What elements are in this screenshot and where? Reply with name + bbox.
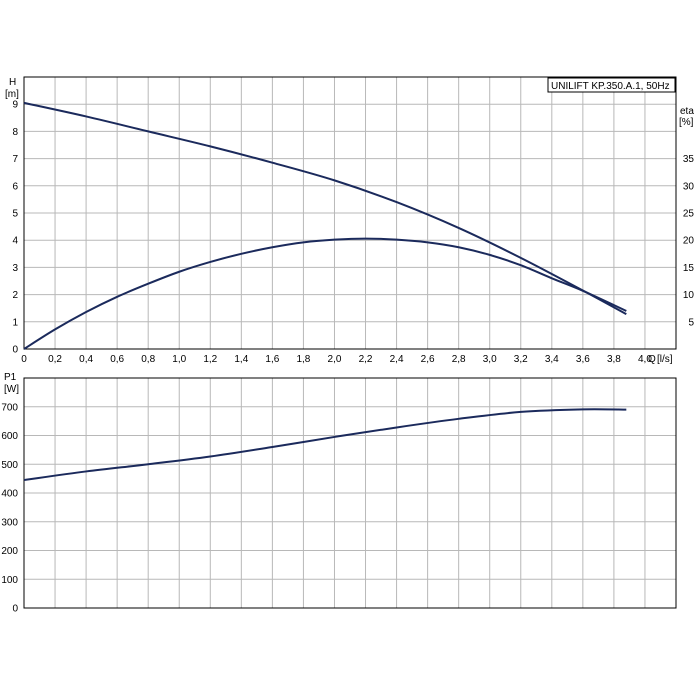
x-tick-label: 0,2 — [48, 354, 62, 365]
eta-tick-label: 30 — [683, 181, 695, 192]
top-grid — [24, 77, 676, 349]
x-tick-label: 0,8 — [141, 354, 155, 365]
p1-tick-label: 600 — [1, 431, 18, 442]
eta-tick-label: 35 — [683, 154, 695, 165]
chart-title: UNILIFT KP.350.A.1, 50Hz — [551, 81, 670, 92]
x-tick-label: 2,8 — [452, 354, 466, 365]
top-right-tick-labels: 5 10 15 20 25 30 35 — [683, 154, 695, 328]
power-curve — [23, 408, 627, 482]
h-tick-label: 5 — [12, 209, 18, 220]
x-tick-label: 3,6 — [576, 354, 590, 365]
h-tick-label: 6 — [12, 181, 18, 192]
h-tick-label: 7 — [12, 154, 18, 165]
q-axis-name: Q — [648, 354, 656, 365]
h-tick-label: 9 — [12, 100, 18, 111]
p1-axis-unit: [W] — [4, 384, 19, 395]
x-tick-label: 3,8 — [607, 354, 621, 365]
p1-tick-label: 500 — [1, 460, 18, 471]
eta-tick-label: 10 — [683, 290, 695, 301]
top-plot-frame — [23, 76, 677, 350]
h-tick-label: 4 — [12, 236, 18, 247]
h-tick-label: 1 — [12, 317, 18, 328]
eta-tick-label: 15 — [683, 263, 695, 274]
x-tick-label: 0 — [21, 354, 27, 365]
h-axis-unit: [m] — [5, 89, 19, 100]
eta-tick-label: 5 — [688, 317, 694, 328]
legend-box — [547, 77, 676, 93]
bottom-plot-frame — [23, 377, 677, 609]
x-tick-label: 3,4 — [545, 354, 559, 365]
bottom-y-tick-labels: 0 100 200 300 400 500 600 700 — [1, 402, 18, 614]
efficiency-curve — [23, 237, 627, 350]
x-tick-label: 2,6 — [421, 354, 435, 365]
p1-tick-label: 0 — [12, 604, 18, 615]
head-curve — [23, 101, 627, 316]
q-axis-unit: [l/s] — [657, 354, 673, 365]
p1-tick-label: 700 — [1, 402, 18, 413]
p1-axis-name: P1 — [4, 372, 17, 383]
h-tick-label: 3 — [12, 263, 18, 274]
x-tick-label: 0,4 — [79, 354, 93, 365]
p1-tick-label: 100 — [1, 575, 18, 586]
top-x-tick-labels: 0 0,2 0,4 0,6 0,8 1,0 1,2 1,4 1,6 1,8 2,0 2,2 2,4 2,6… — [21, 354, 652, 365]
x-tick-label: 1,2 — [203, 354, 217, 365]
p1-tick-label: 200 — [1, 546, 18, 557]
x-tick-label: 3,2 — [514, 354, 528, 365]
x-tick-label: 3,0 — [483, 354, 497, 365]
x-tick-label: 2,4 — [390, 354, 404, 365]
bottom-grid — [24, 378, 676, 608]
x-tick-label: 1,8 — [296, 354, 310, 365]
p1-tick-label: 300 — [1, 517, 18, 528]
top-curves — [23, 101, 627, 350]
x-tick-label: 0,6 — [110, 354, 124, 365]
x-tick-label: 1,0 — [172, 354, 186, 365]
eta-axis-unit: [%] — [679, 117, 694, 128]
h-tick-label: 2 — [12, 290, 18, 301]
p1-tick-label: 400 — [1, 489, 18, 500]
x-tick-label: 4,0 — [638, 354, 652, 365]
eta-tick-label: 20 — [683, 236, 695, 247]
x-tick-label: 1,6 — [265, 354, 279, 365]
eta-axis-name: eta — [680, 106, 694, 117]
x-tick-label: 1,4 — [234, 354, 248, 365]
h-tick-label: 8 — [12, 127, 18, 138]
bottom-curves — [23, 408, 627, 482]
h-axis-name: H — [9, 77, 16, 88]
top-left-tick-labels: 0 1 2 3 4 5 6 7 8 9 — [12, 100, 18, 356]
eta-tick-label: 25 — [683, 209, 695, 220]
h-tick-label: 0 — [12, 345, 18, 356]
x-tick-label: 2,2 — [359, 354, 373, 365]
x-tick-label: 2,0 — [328, 354, 342, 365]
